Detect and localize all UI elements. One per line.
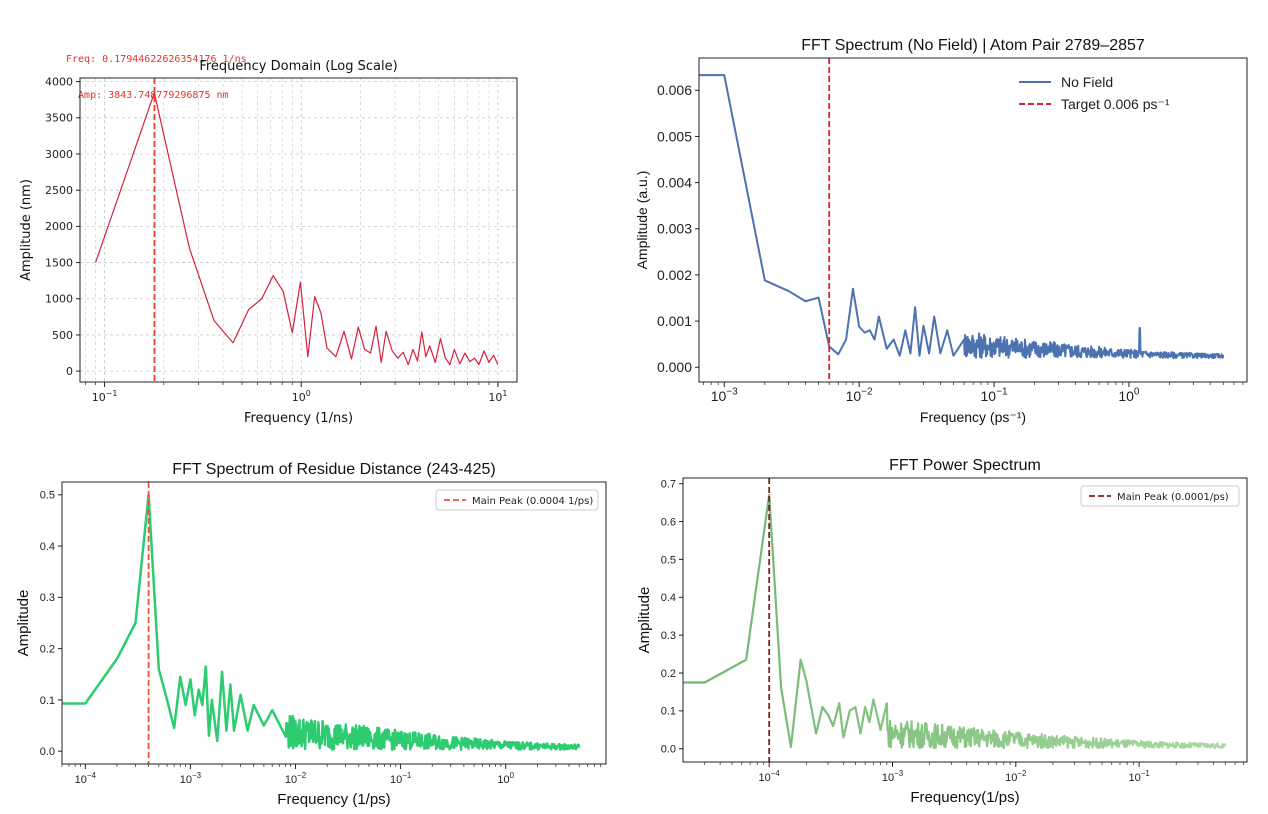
- x-tick-label: 100: [497, 771, 514, 786]
- data-series-line: [95, 92, 499, 366]
- x-tick-label: 10−1: [92, 389, 118, 404]
- legend-label: Main Peak (0.0001/ps): [1117, 492, 1229, 503]
- legend: Main Peak (0.0004 1/ps): [435, 489, 599, 511]
- chart-title: FFT Spectrum (No Field) | Atom Pair 2789…: [801, 37, 1145, 54]
- plot-frame: [79, 77, 518, 383]
- y-tick-label: 0.7: [661, 479, 676, 491]
- y-tick-label: 0.006: [657, 82, 692, 98]
- chart-2: 0.000 0.001 0.002 0.003 0.004 0.005 0.006 10−3 1…: [634, 37, 1248, 425]
- y-tick-label: 0.2: [661, 668, 676, 680]
- y-tick-label: 2000: [45, 220, 73, 233]
- y-tick-label: 3500: [45, 112, 73, 125]
- y-tick-label: 0.005: [657, 128, 692, 144]
- chart-4: 0.0 0.1 0.2 0.3 0.4 0.5 0.6 0.7 10−4 10−3 10−2 10−1…: [636, 457, 1248, 806]
- x-tick-label: 10−4: [759, 769, 781, 784]
- legend-label: No Field: [1061, 74, 1113, 90]
- y-tick-label: 0: [66, 365, 73, 378]
- y-tick-label: 3000: [45, 148, 73, 161]
- y-axis-label: Amplitude: [636, 587, 653, 654]
- y-tick-label: 0.004: [657, 175, 692, 191]
- x-tick-label: 10−1: [1128, 769, 1150, 784]
- y-tick-label: 500: [52, 329, 73, 342]
- peak-amplitude-readout: Amp: 3843.748779296875 nm: [66, 90, 229, 101]
- legend-label: Main Peak (0.0004 1/ps): [472, 496, 593, 507]
- x-tick-label: 10−3: [711, 387, 738, 404]
- plot-frame: [682, 477, 1248, 763]
- chart-1: 0 500 1000 1500 2000 2500 3000 3500 4000 10−1 100 1…: [19, 59, 518, 426]
- x-axis-label: Frequency (ps⁻¹): [920, 409, 1026, 425]
- chart-title: FFT Power Spectrum: [889, 457, 1041, 474]
- x-tick-label: 101: [488, 389, 507, 404]
- legend-label: Target 0.006 ps⁻¹: [1061, 96, 1170, 112]
- y-tick-label: 0.1: [40, 695, 55, 707]
- y-tick-label: 4000: [45, 75, 73, 88]
- gridlines: [80, 78, 517, 382]
- x-tick-label: 10−2: [846, 387, 873, 404]
- y-tick-label: 0.3: [40, 592, 55, 604]
- y-axis-label: Amplitude (a.u.): [634, 171, 650, 270]
- x-tick-label: 10−3: [180, 771, 202, 786]
- y-axis-label: Amplitude: [15, 590, 32, 657]
- y-tick-label: 1000: [45, 293, 73, 306]
- x-tick-label: 10−3: [882, 769, 904, 784]
- y-tick-label: 0.1: [661, 706, 676, 718]
- legend-box: [1080, 485, 1240, 507]
- y-tick-label: 0.5: [661, 554, 676, 566]
- x-tick-label: 100: [1118, 387, 1140, 404]
- x-tick-label: 10−2: [1005, 769, 1026, 784]
- plot-frame: [61, 481, 607, 765]
- x-axis-label: Frequency(1/ps): [910, 789, 1019, 806]
- legend-box: [435, 489, 599, 511]
- y-tick-label: 0.3: [661, 630, 676, 642]
- y-tick-label: 0.2: [40, 643, 55, 655]
- x-tick-label: 10−4: [75, 771, 97, 786]
- y-tick-label: 0.6: [661, 516, 676, 528]
- y-tick-label: 0.002: [657, 267, 692, 283]
- y-tick-label: 0.000: [657, 359, 692, 375]
- y-tick-label: 0.0: [40, 746, 55, 758]
- x-axis-label: Frequency (1/ps): [277, 791, 390, 808]
- chart-title: Frequency Domain (Log Scale): [199, 59, 397, 74]
- legend: Main Peak (0.0001/ps): [1080, 485, 1240, 507]
- y-tick-label: 0.5: [40, 490, 55, 502]
- x-tick-label: 10−1: [390, 771, 412, 786]
- y-tick-label: 0.4: [40, 541, 55, 553]
- y-axis-label: Amplitude (nm): [19, 179, 34, 281]
- legend: No Field Target 0.006 ps⁻¹: [1019, 74, 1170, 112]
- data-series-line: [683, 493, 1227, 750]
- y-tick-label: 2500: [45, 184, 73, 197]
- y-tick-label: 0.0: [661, 744, 676, 756]
- data-series-line: [62, 493, 581, 751]
- y-tick-label: 0.003: [657, 221, 692, 237]
- x-tick-label: 100: [292, 389, 311, 404]
- y-tick-label: 0.4: [661, 592, 676, 604]
- peak-frequency-readout: Freq: 0.17944622626354176 1/ns: [66, 54, 247, 65]
- x-tick-label: 10−1: [981, 387, 1008, 404]
- chart-3: 0.0 0.1 0.2 0.3 0.4 0.5 10−4 10−3 10−2 10−1 100 FFT…: [15, 461, 607, 808]
- data-series-line: [699, 74, 1225, 359]
- x-tick-label: 10−2: [285, 771, 306, 786]
- peak-readout: Freq: 0.17944622626354176 1/ns Amp: 3843…: [66, 30, 247, 114]
- x-axis-label: Frequency (1/ns): [244, 411, 353, 426]
- y-tick-label: 1500: [45, 256, 73, 269]
- y-tick-label: 0.001: [657, 313, 692, 329]
- chart-title: FFT Spectrum of Residue Distance (243-42…: [172, 461, 495, 478]
